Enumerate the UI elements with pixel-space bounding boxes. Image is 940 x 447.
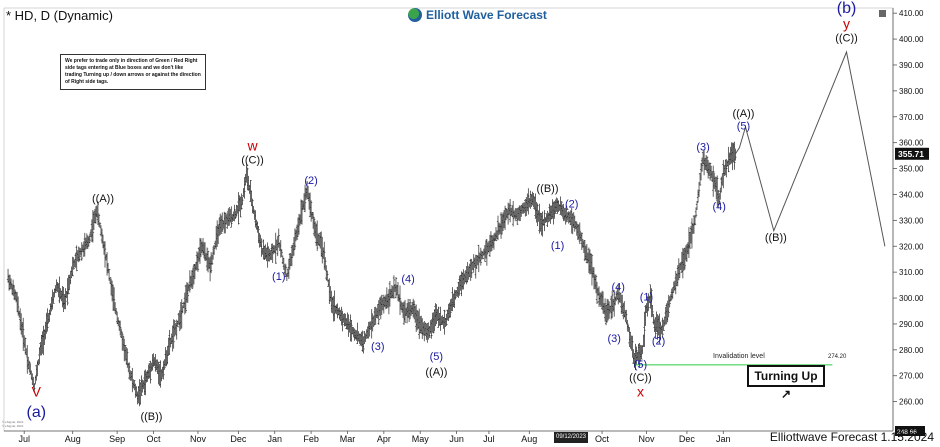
brand-logo-icon [408, 8, 422, 22]
wave-label: (a) [27, 404, 47, 421]
x-tick-label: Aug [521, 434, 537, 444]
wave-label: ((B)) [140, 411, 162, 423]
watermark-2: © eSignal, 2024 [2, 424, 24, 428]
x-tick-label: Mar [340, 434, 356, 444]
projection-path [734, 50, 886, 247]
y-tick-label: 390.00 [899, 61, 924, 70]
y-tick-label: 380.00 [899, 87, 924, 96]
x-tick-label: Dec [679, 434, 696, 444]
brand: Elliott Wave Forecast [408, 8, 547, 22]
wave-label: y [843, 16, 850, 32]
x-tick-label: Sep [109, 434, 125, 444]
invalidation-label: Invalidation level [713, 353, 765, 360]
x-tick-label: Jul [18, 434, 30, 444]
wave-label: ((C)) [835, 33, 858, 45]
x-tick-label: Aug [65, 434, 81, 444]
wave-label: x [637, 383, 644, 399]
x-tick-label: Oct [147, 434, 162, 444]
wave-label: (4) [713, 201, 726, 213]
bottom-price-label: 248.66 [897, 429, 917, 436]
x-tick-label: Oct [595, 434, 610, 444]
y-tick-label: 300.00 [899, 294, 924, 303]
x-tick-label: Jun [449, 434, 464, 444]
y-tick-label: 280.00 [899, 346, 924, 355]
wave-label: (5) [737, 121, 750, 133]
x-tick-label: Dec [230, 434, 247, 444]
wave-label: (3) [371, 341, 384, 353]
wave-label: ((B)) [765, 232, 787, 244]
x-tick-label: Nov [190, 434, 207, 444]
chart-title: * HD, D (Dynamic) [6, 8, 113, 23]
x-tick-label: Jan [267, 434, 282, 444]
wave-label: (2) [652, 336, 665, 348]
y-tick-label: 290.00 [899, 320, 924, 329]
x-tick-label: Nov [638, 434, 655, 444]
y-tick-label: 360.00 [899, 139, 924, 148]
last-price-tag [895, 147, 929, 160]
wave-label: (4) [611, 281, 624, 293]
wave-label: V [32, 383, 42, 399]
watermark-1: © eSignal, 2024 [2, 420, 24, 424]
wave-label: (4) [401, 274, 414, 286]
invalidation-value: 274.20 [828, 354, 847, 360]
wave-label: ((A)) [92, 193, 114, 205]
wave-label: (1) [272, 271, 285, 283]
wave-label: (2) [304, 175, 317, 187]
y-tick-label: 270.00 [899, 372, 924, 381]
bottom-price-tag [895, 426, 925, 436]
wave-label: (1) [640, 292, 653, 304]
y-tick-label: 340.00 [899, 190, 924, 199]
y-tick-label: 320.00 [899, 242, 924, 251]
turning-up-button[interactable]: Turning Up ↗ [747, 365, 825, 401]
x-tick-label: Jul [483, 434, 495, 444]
brand-name: Elliott Wave Forecast [426, 8, 547, 22]
y-tick-label: 370.00 [899, 113, 924, 122]
wave-label: (3) [696, 141, 709, 153]
wave-label: ((A)) [732, 108, 754, 120]
wave-label: ((C)) [629, 372, 652, 384]
x-tick-label: Feb [303, 434, 319, 444]
last-price-label: 355.71 [898, 149, 924, 159]
y-tick-label: 410.00 [899, 9, 924, 18]
settings-icon[interactable] [879, 10, 886, 17]
x-tick-label: May [412, 434, 430, 444]
footer-caption: Elliottwave Forecast 1.15.2024 [769, 430, 934, 444]
wave-label: (3) [607, 333, 620, 345]
wave-label: ((A)) [425, 367, 447, 379]
crosshair-date-tag: 09/12/2023 [554, 432, 588, 443]
y-tick-label: 400.00 [899, 35, 924, 44]
wave-label: (5) [634, 359, 647, 371]
x-tick-label: Jan [716, 434, 731, 444]
wave-label: ((C)) [241, 154, 264, 166]
wave-label: (2) [565, 198, 578, 210]
y-tick-label: 310.00 [899, 268, 924, 277]
y-tick-label: 330.00 [899, 216, 924, 225]
y-tick-label: 260.00 [899, 398, 924, 407]
x-tick-label: Apr [377, 434, 391, 444]
wave-label: (b) [837, 0, 857, 17]
wave-label: w [246, 137, 258, 153]
y-tick-label: 350.00 [899, 165, 924, 174]
wave-label: (1) [551, 240, 564, 252]
wave-label: (5) [430, 351, 443, 363]
wave-label: ((B)) [537, 183, 559, 195]
trading-note: We prefer to trade only in direction of … [60, 54, 206, 90]
